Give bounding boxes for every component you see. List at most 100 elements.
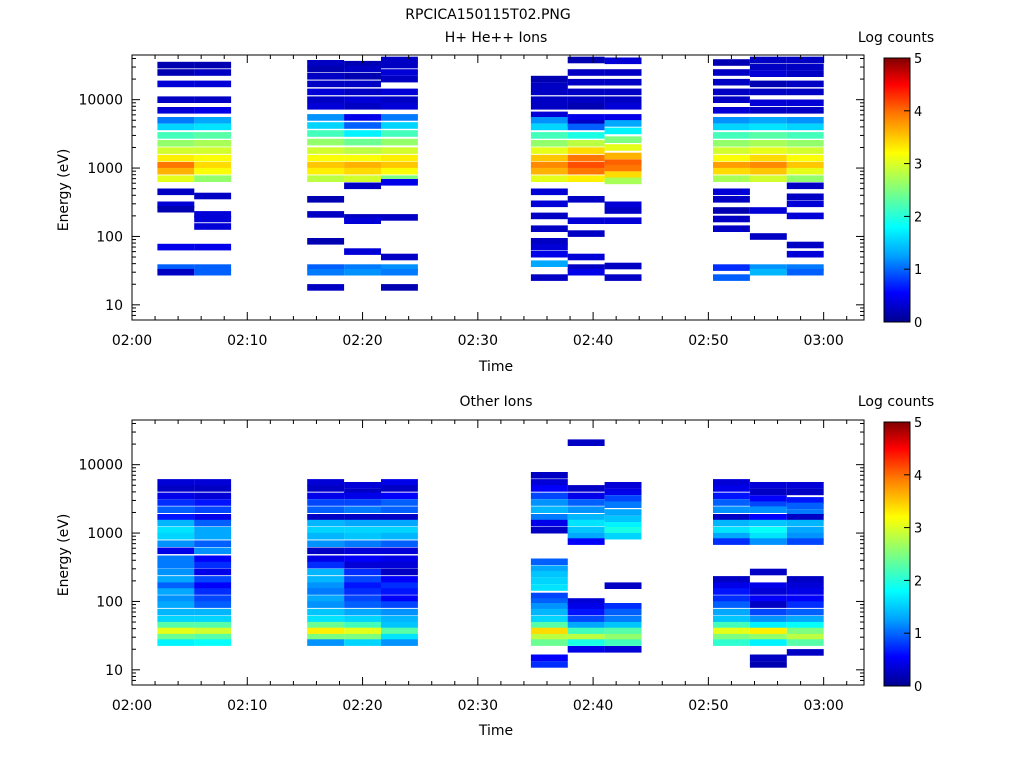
heatmap-cell <box>344 73 381 80</box>
heatmap-cell <box>530 200 568 208</box>
heatmap-cell <box>749 514 787 521</box>
colorbar-tick-label: 4 <box>914 469 922 484</box>
heatmap-cell <box>567 598 605 605</box>
heatmap-cell <box>157 540 195 547</box>
heatmap-cell <box>604 509 642 516</box>
heatmap-cell <box>604 152 642 160</box>
heatmap-cell <box>713 576 750 583</box>
heatmap-cell <box>194 192 232 200</box>
heatmap-cell <box>381 114 418 121</box>
heatmap-cell <box>604 603 642 610</box>
heatmap-cell <box>604 88 642 96</box>
y-tick-label: 1000 <box>87 161 123 177</box>
heatmap-cell <box>530 565 568 573</box>
heatmap-cell <box>344 130 381 137</box>
heatmap-cell <box>307 130 345 137</box>
heatmap-cell <box>749 88 787 96</box>
x-tick-label: 02:40 <box>573 333 613 349</box>
heatmap-cell <box>194 588 232 595</box>
heatmap-cell <box>307 582 345 589</box>
heatmap-cell <box>713 264 750 271</box>
heatmap-cell <box>381 485 418 492</box>
y-tick-label: 1000 <box>87 526 123 542</box>
heatmap-cell <box>157 188 195 196</box>
heatmap-cell <box>157 633 195 641</box>
heatmap-cell <box>713 96 750 103</box>
heatmap-cell <box>530 140 568 147</box>
heatmap-cell <box>194 154 232 162</box>
heatmap-cell <box>530 167 568 175</box>
heatmap-cell <box>194 147 232 154</box>
heatmap-cell <box>381 499 418 506</box>
heatmap-cell <box>194 69 232 76</box>
heatmap-cell <box>713 69 750 76</box>
heatmap-cell <box>307 547 345 555</box>
heatmap-cell <box>530 627 568 635</box>
heatmap-cell <box>157 621 195 629</box>
heatmap-cell <box>194 540 232 547</box>
heatmap-cell <box>157 568 195 576</box>
heatmap-cell <box>307 154 345 162</box>
heatmap-cell <box>381 639 418 646</box>
heatmap-cell <box>567 264 605 271</box>
heatmap-cell <box>749 99 787 107</box>
heatmap-cell <box>344 65 381 73</box>
heatmap-cell <box>713 639 750 646</box>
heatmap-cell <box>567 253 605 261</box>
x-axis-label: Time <box>478 359 513 375</box>
y-tick-label: 10 <box>105 663 123 679</box>
heatmap-cell <box>786 99 824 107</box>
heatmap-cell <box>157 268 195 276</box>
heatmap-cell <box>344 88 381 96</box>
heatmap-cell <box>604 482 642 489</box>
heatmap-cell <box>604 501 642 508</box>
heatmap-cell <box>344 248 381 255</box>
heatmap-cell <box>713 538 750 545</box>
x-tick-label: 02:10 <box>227 698 267 714</box>
heatmap-cell <box>194 601 232 608</box>
heatmap-cell <box>194 547 232 555</box>
heatmap-cell <box>786 123 824 131</box>
colorbar-label: Log counts <box>858 30 934 46</box>
colorbar-tick-label: 3 <box>914 158 922 173</box>
heatmap-cell <box>381 147 418 154</box>
heatmap-cell <box>344 122 381 129</box>
heatmap-cell <box>713 78 750 86</box>
heatmap-cell <box>381 56 418 64</box>
heatmap-cell <box>194 514 232 521</box>
heatmap-cell <box>786 200 824 208</box>
heatmap-cell <box>157 243 195 251</box>
heatmap-cell <box>194 140 232 147</box>
heatmap-cell <box>786 526 824 534</box>
heatmap-cell <box>786 212 824 220</box>
heatmap-cell <box>194 167 232 175</box>
heatmap-cell <box>307 595 345 602</box>
heatmap-cell <box>713 601 750 608</box>
x-axis: 02:00 02:10 02:20 02:30 02:40 02:50 03:00 <box>112 420 848 714</box>
heatmap-cell <box>786 595 824 602</box>
heatmap-cell <box>194 107 232 114</box>
heatmap-cell <box>157 264 195 271</box>
y-tick-label: 100 <box>96 229 123 245</box>
heatmap-cell <box>344 595 381 602</box>
heatmap-cell <box>786 621 824 629</box>
heatmap-cell <box>344 161 381 169</box>
heatmap-cell <box>749 595 787 602</box>
heatmap-cell <box>567 114 605 121</box>
heatmap-cell <box>749 639 787 646</box>
heatmap-cell <box>567 485 605 492</box>
heatmap-cell <box>530 103 568 110</box>
heatmap-cell <box>344 103 381 110</box>
colorbar-tick-label: 2 <box>914 574 922 589</box>
heatmap-cell <box>530 603 568 610</box>
heatmap-cell <box>604 57 642 65</box>
heatmap-cell <box>786 509 824 516</box>
heatmap-cell <box>344 547 381 555</box>
heatmap-cell <box>749 538 787 545</box>
heatmap-cells <box>157 439 824 668</box>
heatmap-cell <box>381 555 418 563</box>
heatmap-cell <box>194 621 232 629</box>
heatmap-cell <box>786 80 824 88</box>
x-axis-label: Time <box>478 723 513 739</box>
